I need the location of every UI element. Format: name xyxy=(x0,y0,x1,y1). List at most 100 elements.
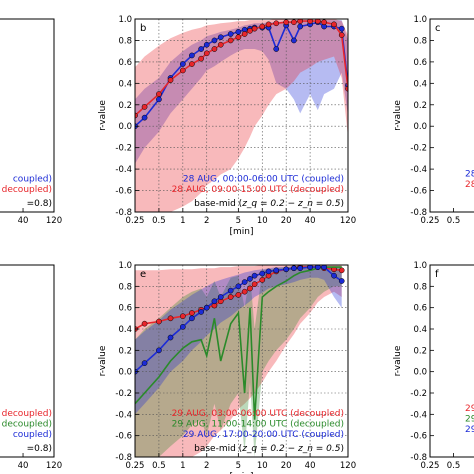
y-tick-label: -0.2 xyxy=(115,144,132,154)
data-point xyxy=(141,104,148,110)
data-point xyxy=(227,294,234,300)
x-tick-label: 20 xyxy=(281,216,292,226)
x-tick-label: 40 xyxy=(18,461,29,471)
data-point xyxy=(211,46,218,52)
y-tick-label: -0.8 xyxy=(115,208,132,218)
x-tick-label: 10 xyxy=(257,216,268,226)
x-tick-label: 40 xyxy=(305,216,316,226)
data-point xyxy=(259,277,266,283)
y-axis-label: r-value xyxy=(393,100,403,131)
y-tick-label: 0.0 xyxy=(118,368,132,378)
data-point xyxy=(189,61,195,67)
y-tick-label: -0.4 xyxy=(115,165,132,175)
y-axis-label: r-value xyxy=(98,100,108,131)
y-tick-label: 1.0 xyxy=(413,15,427,25)
x-axis-label: [min] xyxy=(230,227,254,237)
data-point xyxy=(247,276,253,282)
panel-e: -0.8 -0.6 -0.4 -0.2 0.0 0.2 0.4 0.6 0.8 1.0 r-valu… xyxy=(98,261,356,474)
data-point xyxy=(198,55,204,62)
axes-frame xyxy=(429,18,474,213)
y-tick-label: 1.0 xyxy=(118,15,132,25)
data-point xyxy=(203,50,210,57)
data-point xyxy=(307,265,313,270)
x-tick-label: 5 xyxy=(236,461,241,471)
data-point xyxy=(291,37,297,44)
data-point xyxy=(179,324,186,330)
y-tick-label: 0.2 xyxy=(413,346,427,356)
data-point xyxy=(241,31,248,37)
data-point xyxy=(321,265,327,270)
data-point xyxy=(156,347,162,354)
data-point xyxy=(227,287,234,294)
data-point xyxy=(273,20,280,27)
legend-entry: 29 AUG, 17:00-20:00 UTC (coupled) xyxy=(183,430,344,440)
data-point xyxy=(265,21,272,28)
y-tick-label: 0.4 xyxy=(413,79,427,89)
data-point xyxy=(251,272,258,279)
y-tick-label: 0.4 xyxy=(118,79,132,89)
y-tick-label: 0.8 xyxy=(118,36,132,46)
y-tick-label: -0.6 xyxy=(115,187,132,197)
data-point xyxy=(283,19,290,26)
legend-entry: 29 AUG, 03:00-06:00 UTC (decoupled) xyxy=(172,409,344,419)
data-point xyxy=(198,309,204,315)
x-tick-label: 0.25 xyxy=(421,461,440,471)
data-point xyxy=(227,37,234,44)
data-point xyxy=(141,360,148,366)
y-tick-label: -0.4 xyxy=(115,410,132,420)
panel-letter: f xyxy=(435,269,439,280)
y-tick-label: 0.8 xyxy=(413,282,427,292)
data-point xyxy=(189,52,195,59)
y-tick-label: -0.8 xyxy=(410,453,427,463)
axes-frame xyxy=(0,18,55,213)
x-tick-label: 0.25 xyxy=(126,461,145,471)
y-tick-label: -0.6 xyxy=(410,187,427,197)
y-tick-label: 0.4 xyxy=(413,325,427,335)
data-point xyxy=(235,283,242,290)
x-tick-label: 1 xyxy=(180,216,185,226)
data-point xyxy=(198,46,204,52)
data-point xyxy=(235,292,242,298)
data-point xyxy=(331,21,337,28)
legend-fragment: decoupled) xyxy=(2,409,52,419)
data-point xyxy=(273,46,280,52)
data-point xyxy=(156,91,162,97)
y-tick-label: 0.6 xyxy=(413,304,427,314)
y-tick-label: -0.6 xyxy=(115,432,132,442)
x-tick-label: 40 xyxy=(18,216,29,226)
data-point xyxy=(283,266,290,273)
data-point xyxy=(291,265,297,272)
legend-fragment: coupled) xyxy=(13,175,52,185)
confidence-band xyxy=(135,266,342,457)
data-point xyxy=(227,31,234,37)
y-tick-label: 1.0 xyxy=(118,261,132,271)
y-tick-label: 0.2 xyxy=(118,101,132,111)
data-point xyxy=(338,278,345,284)
data-point xyxy=(297,265,304,272)
confidence-band xyxy=(135,266,342,415)
y-tick-label: 0.0 xyxy=(413,368,427,378)
panel-c: -0.8 -0.6 -0.4 -0.2 0.0 0.2 0.4 0.6 0.8 1.0 r-valu… xyxy=(393,15,474,226)
y-tick-label: 0.0 xyxy=(413,122,427,132)
x-tick-label: 5 xyxy=(236,216,241,226)
data-point xyxy=(189,310,195,316)
y-tick-label: -0.4 xyxy=(410,165,427,175)
x-tick-label: 40 xyxy=(305,461,316,471)
y-tick-label: 0.4 xyxy=(118,325,132,335)
data-point xyxy=(235,34,242,41)
data-point xyxy=(141,114,148,121)
annotation: base-mid (z_q = 0.2 − z_n = 0.5) xyxy=(194,199,344,209)
data-point xyxy=(167,334,174,341)
data-point xyxy=(307,19,313,24)
data-point xyxy=(338,32,345,38)
data-point xyxy=(247,27,253,34)
data-point xyxy=(217,34,224,41)
data-point xyxy=(179,313,186,320)
x-axis-label: [min] xyxy=(230,472,254,474)
data-point xyxy=(167,77,174,83)
data-point xyxy=(265,268,272,275)
data-point xyxy=(338,25,345,32)
data-point xyxy=(314,19,321,24)
x-tick-label: 0.25 xyxy=(126,216,145,226)
